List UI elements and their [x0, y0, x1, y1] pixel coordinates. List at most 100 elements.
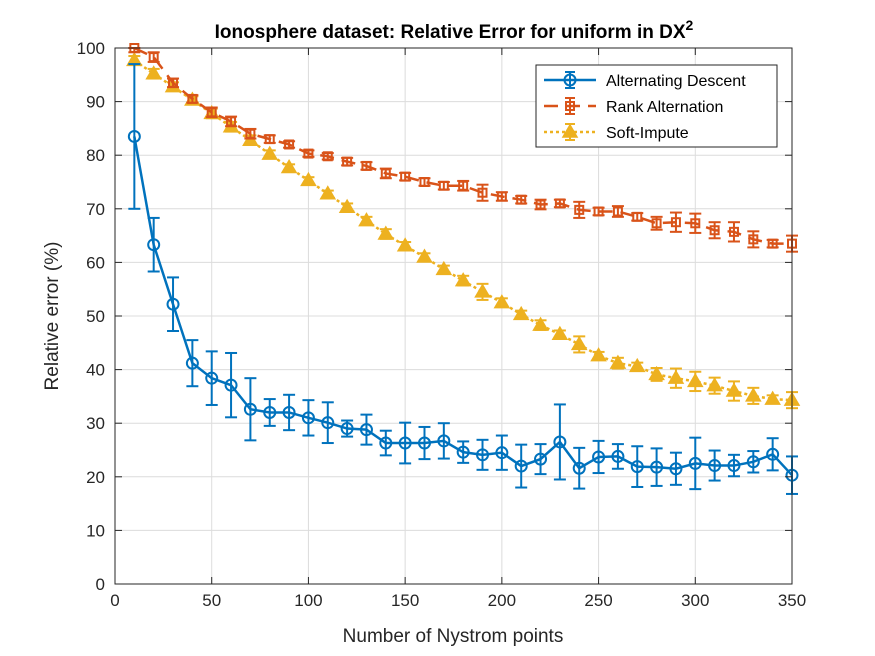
- y-tick-label: 40: [86, 361, 105, 380]
- data-point: [282, 405, 296, 419]
- y-tick-label: 60: [86, 253, 105, 272]
- data-point: [359, 423, 373, 437]
- legend-marker: [563, 73, 577, 87]
- data-point: [301, 411, 315, 425]
- data-point: [667, 369, 685, 384]
- data-point: [321, 416, 335, 430]
- data-point: [688, 456, 702, 470]
- data-point: [767, 238, 778, 249]
- data-point: [648, 365, 665, 381]
- legend-item: Alternating Descent: [544, 71, 746, 90]
- data-point: [727, 459, 741, 473]
- data-point: [570, 335, 588, 351]
- y-tick-label: 50: [86, 307, 105, 326]
- y-axis-label: Relative error (%): [42, 242, 63, 391]
- data-point: [746, 455, 760, 469]
- x-tick-label: 100: [294, 591, 322, 610]
- y-tick-label: 10: [86, 521, 105, 540]
- data-point: [728, 226, 739, 237]
- legend-label: Rank Alternation: [606, 99, 723, 116]
- data-point: [263, 405, 277, 419]
- series-layer: [126, 43, 801, 495]
- data-point: [745, 387, 762, 402]
- data-point: [535, 199, 546, 210]
- legend-marker: [565, 101, 575, 111]
- data-point: [708, 459, 722, 473]
- data-point: [551, 325, 569, 340]
- data-point: [514, 459, 528, 473]
- data-point: [358, 212, 375, 227]
- data-point: [417, 436, 431, 450]
- series-rank-alternation: [128, 43, 798, 253]
- y-tick-label: 70: [86, 200, 105, 219]
- data-point: [650, 460, 664, 474]
- series-line: [133, 59, 793, 402]
- data-point: [438, 180, 449, 191]
- data-point: [284, 139, 295, 150]
- data-point: [377, 225, 395, 240]
- x-tick-label: 350: [778, 591, 806, 610]
- data-point: [690, 218, 701, 229]
- data-point: [748, 234, 759, 245]
- data-point: [669, 462, 683, 476]
- data-point: [670, 217, 681, 228]
- data-point: [454, 272, 472, 287]
- data-point: [609, 354, 627, 369]
- data-point: [148, 52, 159, 63]
- data-point: [632, 211, 643, 222]
- data-point: [516, 194, 527, 205]
- data-point: [709, 225, 720, 236]
- legend-marker: [561, 123, 579, 138]
- data-point: [145, 65, 162, 80]
- legend-item: Soft-Impute: [544, 123, 689, 142]
- data-point: [261, 145, 279, 160]
- data-point: [495, 446, 509, 460]
- series-alternating-descent: [127, 63, 799, 495]
- data-point: [419, 177, 430, 187]
- x-axis-label: Number of Nystrom points: [343, 626, 564, 647]
- data-point: [553, 435, 567, 449]
- chart-title-main: Ionosphere dataset: Relative Error for u…: [215, 22, 686, 43]
- data-point: [532, 316, 549, 331]
- data-point: [205, 371, 219, 385]
- data-point: [590, 347, 607, 362]
- data-point: [554, 198, 565, 209]
- data-point: [456, 445, 470, 459]
- y-tick-label: 80: [86, 146, 105, 165]
- data-point: [574, 204, 585, 215]
- data-point: [280, 159, 298, 174]
- data-point: [398, 436, 412, 450]
- data-point: [361, 160, 372, 171]
- x-tick-label: 200: [488, 591, 516, 610]
- y-tick-label: 0: [96, 575, 105, 594]
- data-point: [474, 283, 491, 298]
- chart-title-superscript: 2: [686, 17, 694, 33]
- data-point: [187, 93, 198, 104]
- data-point: [612, 206, 623, 217]
- data-point: [437, 434, 451, 448]
- data-point: [496, 191, 507, 202]
- x-tick-label: 250: [584, 591, 612, 610]
- data-point: [226, 116, 237, 127]
- data-point: [764, 390, 781, 405]
- data-point: [611, 449, 625, 463]
- data-point: [766, 447, 780, 461]
- data-point: [379, 436, 393, 450]
- data-point: [245, 128, 256, 139]
- legend-item: Rank Alternation: [544, 97, 723, 116]
- data-point: [185, 356, 199, 370]
- legend-label: Alternating Descent: [606, 73, 746, 90]
- data-point: [338, 198, 356, 213]
- data-point: [477, 187, 488, 198]
- x-tick-label: 300: [681, 591, 709, 610]
- data-point: [168, 77, 179, 88]
- data-point: [435, 260, 453, 276]
- chart-title: Ionosphere dataset: Relative Error for u…: [215, 17, 694, 43]
- data-point: [340, 422, 354, 436]
- series-line: [133, 46, 792, 245]
- data-point: [572, 461, 586, 475]
- y-tick-label: 30: [86, 414, 105, 433]
- data-point: [458, 180, 469, 191]
- data-point: [380, 168, 391, 179]
